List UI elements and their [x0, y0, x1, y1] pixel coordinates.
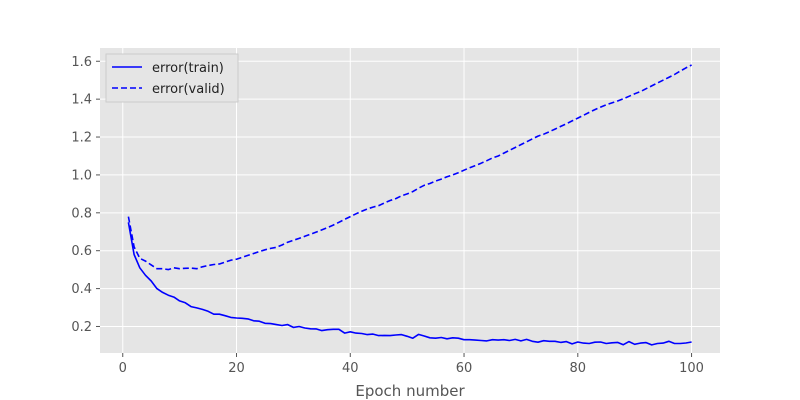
x-tick-label: 40 — [342, 361, 359, 376]
y-tick-label: 1.4 — [71, 93, 92, 108]
x-tick-label: 60 — [456, 361, 473, 376]
x-tick-label: 80 — [570, 361, 587, 376]
y-tick-label: 1.6 — [71, 55, 92, 70]
x-tick-label: 0 — [119, 361, 127, 376]
axis-ticks: 0 20 40 60 80 100 0.2 0.4 0.6 0.8 1.0 1.2 1.4 1.6 — [71, 55, 704, 376]
legend-label-valid: error(valid) — [152, 82, 225, 97]
series-line-train — [127, 222, 692, 346]
series-layer — [127, 64, 692, 346]
legend: error(train) error(valid) — [105, 53, 239, 103]
y-tick-label: 0.2 — [71, 320, 92, 335]
grid — [100, 48, 720, 353]
y-tick-label: 1.0 — [71, 168, 92, 183]
y-tick-label: 0.6 — [71, 244, 92, 259]
legend-box — [105, 53, 239, 103]
y-tick-label: 0.4 — [71, 282, 92, 297]
x-tick-label: 100 — [679, 361, 704, 376]
x-axis-label: Epoch number — [355, 382, 465, 400]
series-line-valid — [127, 64, 692, 271]
y-tick-label: 0.8 — [71, 206, 92, 221]
x-tick-label: 20 — [228, 361, 245, 376]
y-tick-label: 1.2 — [71, 131, 92, 146]
legend-label-train: error(train) — [152, 61, 224, 76]
